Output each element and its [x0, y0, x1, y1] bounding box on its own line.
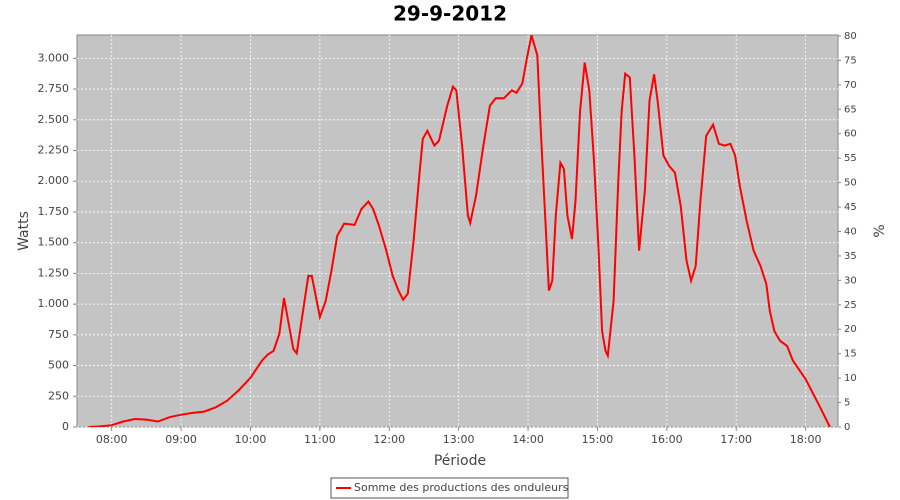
y2-tick-label: 30 — [844, 275, 857, 286]
y-tick-label: 1.000 — [38, 297, 70, 310]
y2-tick-label: 65 — [844, 104, 857, 115]
y2-axis-label: % — [872, 224, 888, 237]
legend — [330, 477, 569, 499]
y-tick-label: 750 — [48, 328, 69, 341]
x-tick-label: 17:00 — [720, 433, 752, 446]
y-tick-label: 1.250 — [38, 266, 70, 279]
x-tick-label: 09:00 — [165, 433, 197, 446]
y2-tick-label: 55 — [844, 153, 857, 164]
series-line — [88, 35, 831, 427]
y-tick-label: 0 — [62, 420, 69, 433]
y2-tick-label: 20 — [844, 324, 857, 335]
y-axis-label: Watts — [16, 211, 32, 251]
y-tick-label: 2.000 — [38, 174, 70, 187]
y2-tick-label: 25 — [844, 300, 857, 311]
y-tick-label: 1.500 — [38, 236, 70, 249]
x-tick-label: 11:00 — [304, 433, 336, 446]
y2-tick-label: 50 — [844, 178, 857, 189]
y-tick-label: 250 — [48, 389, 69, 402]
x-tick-label: 08:00 — [96, 433, 128, 446]
y-tick-label: 2.250 — [38, 144, 70, 157]
y2-tick-label: 80 — [844, 31, 857, 42]
x-tick-label: 14:00 — [512, 433, 544, 446]
x-axis-label: Période — [434, 453, 486, 469]
y2-tick-label: 60 — [844, 129, 857, 140]
legend-label: Somme des productions des onduleurs — [354, 481, 569, 494]
y2-tick-label: 10 — [844, 373, 857, 384]
x-tick-label: 12:00 — [373, 433, 405, 446]
x-tick-label: 15:00 — [582, 433, 614, 446]
y2-tick-label: 5 — [844, 398, 850, 409]
y2-tick-label: 35 — [844, 251, 857, 262]
y2-tick-label: 75 — [844, 55, 857, 66]
y-tick-label: 3.000 — [38, 51, 70, 64]
y2-tick-label: 15 — [844, 349, 857, 360]
x-tick-label: 10:00 — [235, 433, 267, 446]
x-tick-label: 18:00 — [790, 433, 822, 446]
y-tick-label: 2.750 — [38, 82, 70, 95]
y2-tick-label: 70 — [844, 80, 857, 91]
y-tick-label: 2.500 — [38, 113, 70, 126]
y-tick-label: 1.750 — [38, 205, 70, 218]
y2-tick-label: 0 — [844, 422, 850, 433]
y-tick-label: 500 — [48, 359, 69, 372]
x-tick-label: 16:00 — [651, 433, 683, 446]
chart-title: 29-9-2012 — [393, 2, 507, 26]
x-tick-label: 13:00 — [443, 433, 475, 446]
y2-tick-label: 45 — [844, 202, 857, 213]
y2-tick-label: 40 — [844, 226, 857, 237]
